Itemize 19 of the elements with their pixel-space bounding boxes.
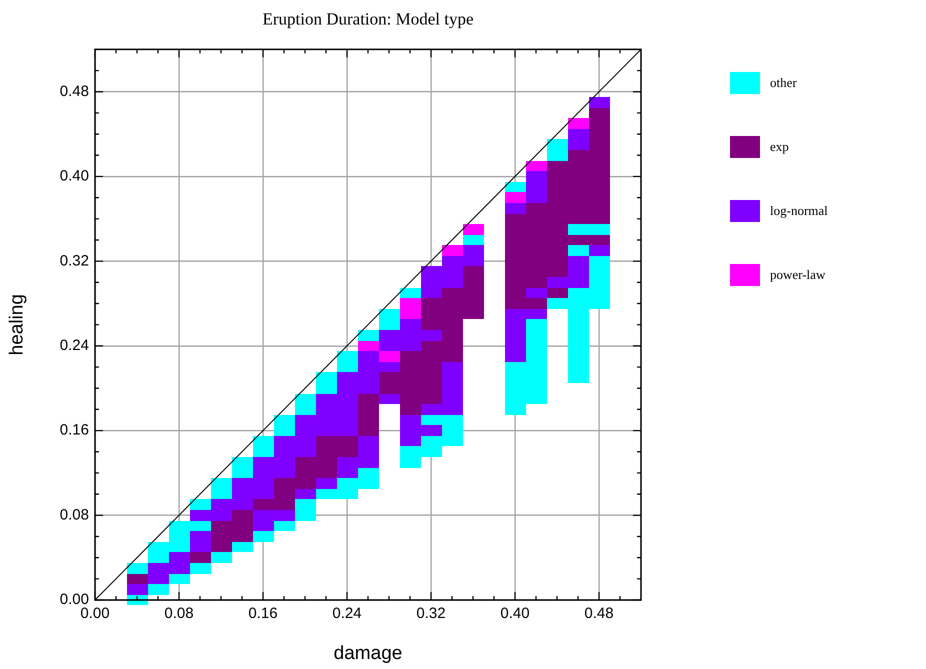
chart-title: Eruption Duration: Model type <box>262 10 474 29</box>
y-tick-label: 0.24 <box>60 337 89 354</box>
x-tick-label: 0.32 <box>416 605 446 622</box>
x-tick-label: 0.08 <box>164 605 194 622</box>
y-tick-label: 0.40 <box>60 168 89 185</box>
y-tick-label: 0.48 <box>60 82 89 100</box>
y-axis-title: healing <box>6 294 28 356</box>
y-tick-label: 0.32 <box>60 252 89 270</box>
legend-label: other <box>770 75 797 92</box>
legend-label: exp <box>770 139 789 156</box>
y-tick-label: 0.08 <box>60 506 89 524</box>
x-tick-label: 0.48 <box>584 605 614 622</box>
x-axis-title: damage <box>334 642 402 664</box>
x-tick-label: 0.16 <box>248 605 278 622</box>
legend-label: log-normal <box>770 203 828 220</box>
x-tick-label: 0.40 <box>500 605 530 622</box>
legend-label: power-law <box>770 267 826 284</box>
y-tick-label: 0.16 <box>60 422 89 439</box>
x-tick-label: 0.24 <box>332 605 362 622</box>
